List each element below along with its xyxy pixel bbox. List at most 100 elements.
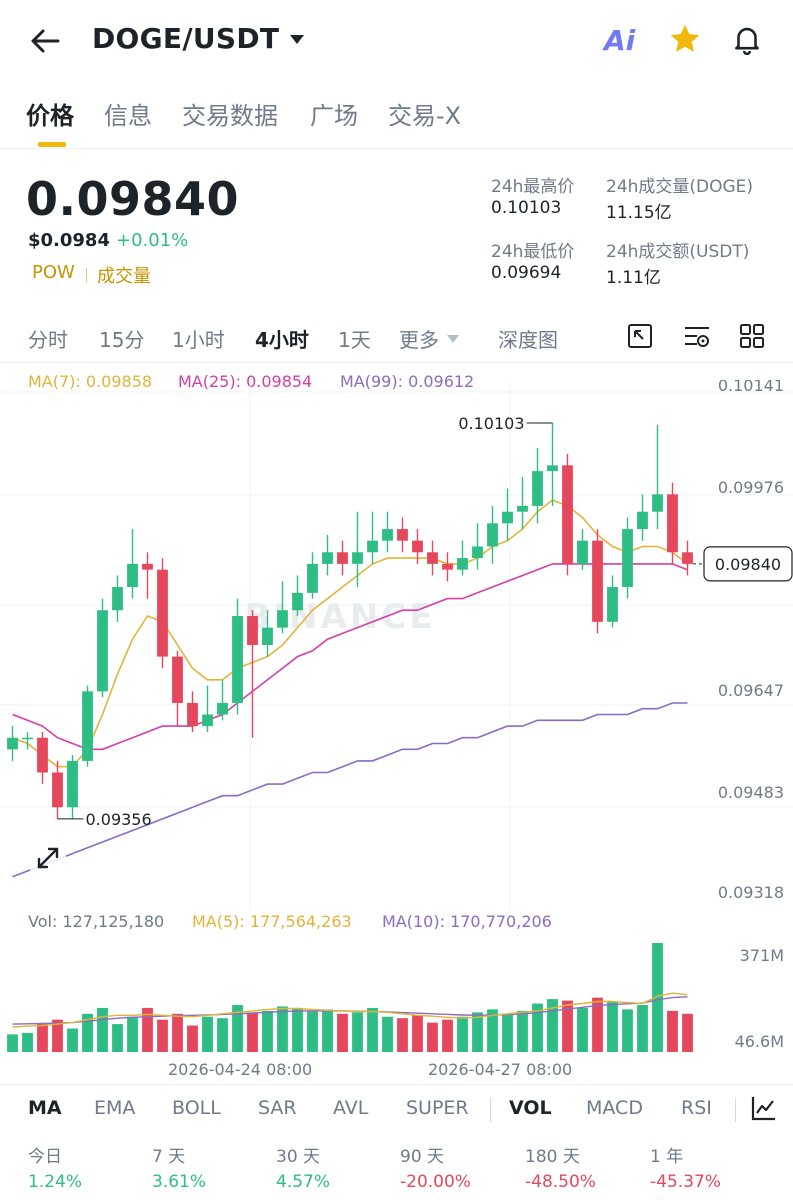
volume-bar xyxy=(217,1018,228,1052)
indicator-avl[interactable]: AVL xyxy=(333,1097,369,1119)
candle-body xyxy=(247,616,258,645)
candle-body xyxy=(607,587,618,622)
tf-15m[interactable]: 15分 xyxy=(99,328,145,352)
candle-body xyxy=(142,563,153,570)
candle-body xyxy=(37,737,48,773)
low-annotation: 0.09356 xyxy=(86,810,152,829)
volume-bar xyxy=(37,1024,48,1052)
indicator-ema[interactable]: EMA xyxy=(94,1097,136,1119)
candlestick-chart[interactable]: BINANCE 0.10103 0.09356 0.09840 0.10141 0.0… xyxy=(0,380,793,910)
usd-price: $0.0984 xyxy=(28,230,110,251)
candle-body xyxy=(622,529,633,588)
indicator-ma[interactable]: MA xyxy=(28,1097,62,1119)
candle-body xyxy=(187,702,198,727)
candle-body xyxy=(322,552,333,564)
fullscreen-icon xyxy=(628,324,652,348)
chart-line-icon xyxy=(751,1097,775,1121)
tag-volume[interactable]: 成交量 xyxy=(97,266,151,287)
expand-icon xyxy=(37,847,59,869)
caret-down-icon xyxy=(290,34,305,44)
back-button[interactable] xyxy=(28,24,62,58)
tf-timeline[interactable]: 分时 xyxy=(28,328,68,352)
candle-body xyxy=(412,540,423,553)
candle-body xyxy=(157,569,168,657)
candle-body xyxy=(592,540,603,622)
volume-axis-label: 371M xyxy=(740,946,784,965)
price-change: +0.01% xyxy=(116,230,189,251)
candle-body xyxy=(562,465,573,564)
perf-label: 7 天 xyxy=(152,1147,186,1167)
tab-price[interactable]: 价格 xyxy=(26,102,74,130)
chart-settings-button[interactable] xyxy=(626,322,654,354)
candle-body xyxy=(382,529,393,541)
price-axis-label: 0.09976 xyxy=(718,478,784,497)
price-axis-label: 0.09647 xyxy=(718,681,784,700)
volume-bar xyxy=(307,1010,318,1052)
pair-selector[interactable]: DOGE/USDT xyxy=(92,22,305,55)
candle-body xyxy=(22,737,33,740)
candle-body xyxy=(472,546,483,559)
candle-body xyxy=(307,563,318,593)
candle-body xyxy=(547,465,558,472)
vol-usdt-value: 1.11亿 xyxy=(606,268,661,288)
tab-info[interactable]: 信息 xyxy=(104,102,152,130)
indicator-super[interactable]: SUPER xyxy=(406,1097,469,1119)
perf-value: 3.61% xyxy=(152,1172,207,1192)
tf-1h[interactable]: 1小时 xyxy=(172,328,225,352)
candle-body xyxy=(127,563,138,588)
volume-bar xyxy=(247,1012,258,1052)
volume-bar xyxy=(637,1004,648,1052)
candle-body xyxy=(292,592,303,611)
ai-button[interactable]: Ai xyxy=(604,24,636,57)
volume-bar xyxy=(82,1013,93,1052)
indicator-rsi[interactable]: RSI xyxy=(681,1097,712,1119)
indicator-settings-button[interactable] xyxy=(682,322,712,354)
tf-depth[interactable]: 深度图 xyxy=(498,328,558,352)
candle-body xyxy=(427,552,438,564)
tag-pow[interactable]: POW xyxy=(32,262,75,283)
current-price-label: 0.09840 xyxy=(715,555,781,574)
alert-button[interactable] xyxy=(730,22,764,60)
favorite-button[interactable] xyxy=(668,22,702,60)
tf-more[interactable]: 更多 xyxy=(399,324,459,353)
indicator-macd[interactable]: MACD xyxy=(586,1097,643,1119)
volume-bar xyxy=(382,1016,393,1052)
indicator-vol[interactable]: VOL xyxy=(509,1097,552,1119)
volume-bar xyxy=(667,1010,678,1052)
layout-button[interactable] xyxy=(738,322,766,354)
volume-bar xyxy=(367,1007,378,1052)
volume-bar xyxy=(577,1007,588,1052)
price-axis-label: 0.10141 xyxy=(718,380,784,395)
arrow-left-icon xyxy=(31,29,60,53)
volume-axis-label: 46.6M xyxy=(735,1032,784,1051)
vol-usdt-label: 24h成交额(USDT) xyxy=(606,242,750,262)
perf-label: 90 天 xyxy=(400,1147,445,1167)
date-label: 2026-04-27 08:00 xyxy=(428,1060,573,1079)
volume-bar xyxy=(502,1013,513,1052)
volume-bar xyxy=(592,997,603,1052)
volume-bar xyxy=(607,1002,618,1052)
volume-bar xyxy=(187,1025,198,1052)
expand-chart-button[interactable] xyxy=(30,840,66,876)
divider xyxy=(735,1098,736,1122)
tf-4h[interactable]: 4小时 xyxy=(255,328,309,352)
indicator-sar[interactable]: SAR xyxy=(258,1097,297,1119)
tab-square[interactable]: 广场 xyxy=(310,102,358,130)
volume-bar xyxy=(322,1009,333,1052)
volume-bar xyxy=(412,1015,423,1052)
tab-trading-data[interactable]: 交易数据 xyxy=(182,102,278,130)
volume-chart[interactable]: 371M 46.6M xyxy=(0,935,793,1055)
ma25-legend: MA(25): 0.09854 xyxy=(178,372,313,391)
candle-body xyxy=(682,552,693,564)
volume-bar xyxy=(127,1016,138,1052)
candle-body xyxy=(7,737,18,750)
indicator-settings-button[interactable] xyxy=(750,1094,778,1126)
tab-trade-x[interactable]: 交易-X xyxy=(388,102,462,130)
divider xyxy=(0,1084,793,1085)
candle-body xyxy=(352,552,363,564)
star-icon xyxy=(670,24,700,52)
candle-body xyxy=(232,616,243,703)
vol_ma5-line xyxy=(12,992,688,1028)
indicator-boll[interactable]: BOLL xyxy=(172,1097,221,1119)
tf-1d[interactable]: 1天 xyxy=(338,328,371,352)
